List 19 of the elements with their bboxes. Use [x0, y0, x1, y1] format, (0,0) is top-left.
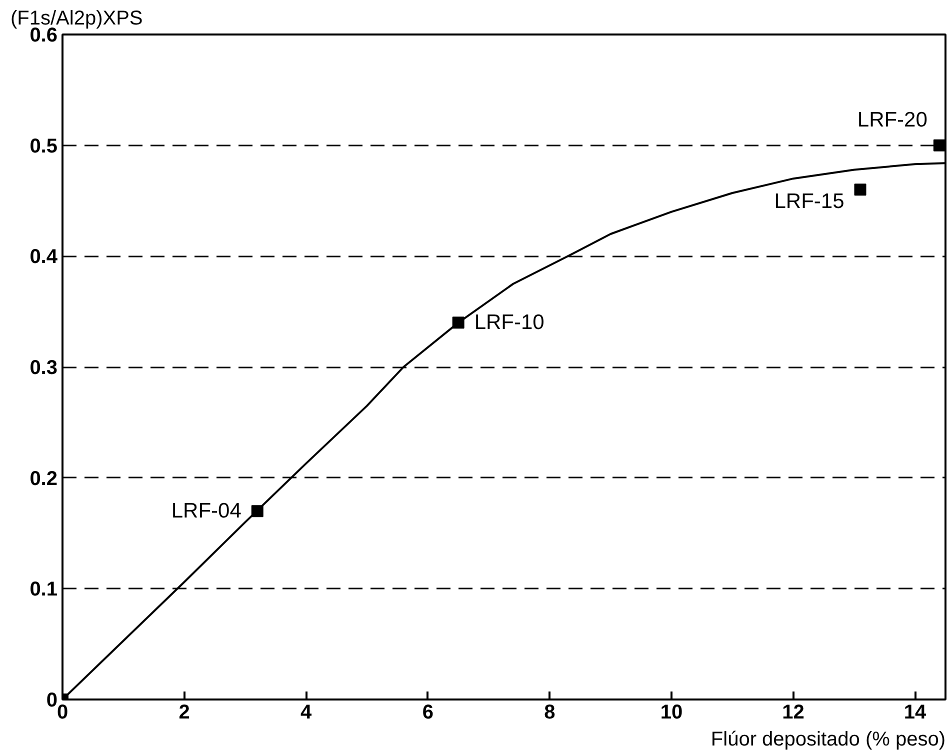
x-tick-label: 14: [904, 702, 928, 724]
annotation: LRF-20: [857, 108, 928, 132]
point: [933, 139, 946, 152]
point: [854, 184, 866, 196]
y-tick-label: 0.4: [30, 246, 58, 268]
y-tick-label: 0.3: [30, 357, 58, 379]
x-tick-label: 12: [782, 702, 804, 724]
annotation: LRF-04: [171, 500, 242, 523]
x-tick-label: 2: [178, 702, 190, 724]
y-tick-label: 0.5: [30, 135, 58, 158]
x-tick-label: 4: [300, 702, 313, 724]
annotation: LRF-10: [474, 311, 544, 334]
x-tick-label: 6: [422, 702, 434, 724]
annotation: LRF-15: [774, 190, 844, 214]
y-tick-label: 0.2: [30, 468, 58, 490]
y-tick-label: 0.1: [30, 578, 58, 601]
x-tick-label: 8: [544, 702, 556, 724]
x-axis-title: Flúor depositado (% peso): [710, 728, 946, 750]
x-tick-label: 10: [660, 702, 683, 724]
